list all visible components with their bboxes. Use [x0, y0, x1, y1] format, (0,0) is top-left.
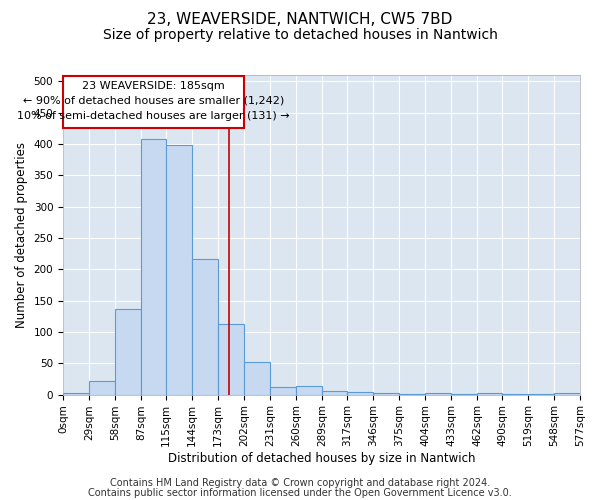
Bar — [166, 145, 192, 394]
FancyBboxPatch shape — [63, 76, 244, 128]
Bar — [192, 259, 218, 394]
Bar — [296, 386, 322, 394]
Text: 10% of semi-detached houses are larger (131) →: 10% of semi-detached houses are larger (… — [17, 111, 290, 121]
Bar — [477, 392, 502, 394]
Bar — [322, 391, 347, 394]
Bar — [425, 392, 451, 394]
X-axis label: Distribution of detached houses by size in Nantwich: Distribution of detached houses by size … — [168, 452, 475, 465]
Text: ← 90% of detached houses are smaller (1,242): ← 90% of detached houses are smaller (1,… — [23, 96, 284, 106]
Bar — [554, 392, 580, 394]
Bar — [270, 387, 296, 394]
Bar — [63, 392, 89, 394]
Text: Contains public sector information licensed under the Open Government Licence v3: Contains public sector information licen… — [88, 488, 512, 498]
Text: 23, WEAVERSIDE, NANTWICH, CW5 7BD: 23, WEAVERSIDE, NANTWICH, CW5 7BD — [148, 12, 452, 28]
Bar — [218, 324, 244, 394]
Bar — [141, 139, 166, 394]
Bar — [244, 362, 270, 394]
Bar — [89, 381, 115, 394]
Bar — [347, 392, 373, 394]
Text: Contains HM Land Registry data © Crown copyright and database right 2024.: Contains HM Land Registry data © Crown c… — [110, 478, 490, 488]
Text: 23 WEAVERSIDE: 185sqm: 23 WEAVERSIDE: 185sqm — [82, 82, 225, 92]
Y-axis label: Number of detached properties: Number of detached properties — [15, 142, 28, 328]
Bar — [115, 308, 141, 394]
Text: Size of property relative to detached houses in Nantwich: Size of property relative to detached ho… — [103, 28, 497, 42]
